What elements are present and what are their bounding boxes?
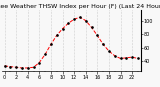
Title: Milwaukee Weather THSW Index per Hour (F) (Last 24 Hours): Milwaukee Weather THSW Index per Hour (F… (0, 4, 160, 9)
